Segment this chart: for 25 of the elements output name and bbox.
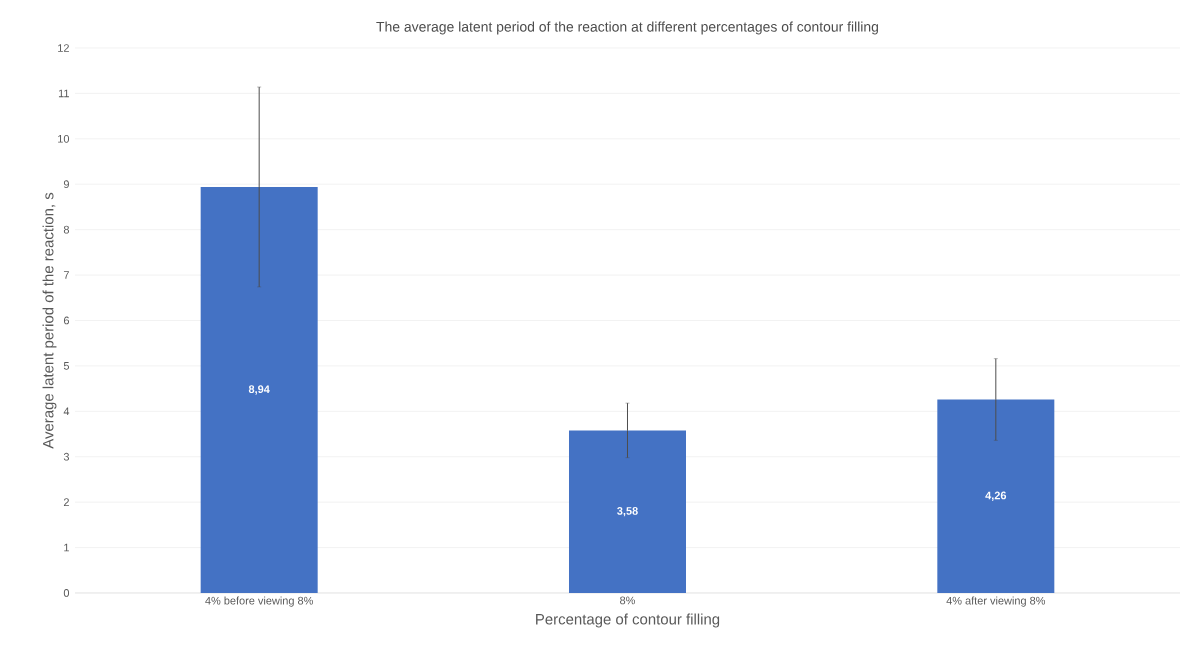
x-tick-label: 4% before viewing 8%	[205, 596, 313, 607]
chart-title: The average latent period of the reaction at different percentages of contour filling	[376, 21, 878, 35]
data-label: 8,94	[248, 385, 270, 395]
bar	[200, 186, 318, 593]
y-tick-label: 5	[63, 362, 70, 370]
bar	[569, 430, 686, 593]
y-tick-label: 8	[63, 225, 69, 234]
data-label: 3,58	[617, 507, 638, 517]
y-tick-label: 3	[63, 452, 69, 461]
y-tick-label: 1	[64, 543, 69, 552]
y-tick-label: 7	[63, 271, 69, 279]
x-axis-title: Percentage of contour filling	[536, 613, 720, 628]
y-tick-label: 0	[63, 589, 70, 597]
y-tick-label: 11	[58, 89, 69, 98]
y-tick-label: 12	[58, 44, 69, 52]
y-tick-label: 9	[63, 180, 69, 189]
y-tick-label: 4	[63, 407, 70, 416]
y-axis-title: Average latent period of the reaction, s	[42, 192, 57, 449]
y-tick-label: 6	[63, 316, 69, 325]
x-tick-label: 8%	[620, 596, 636, 605]
data-label: 4,26	[985, 491, 1007, 501]
y-tick-label: 2	[63, 498, 69, 506]
y-tick-label: 10	[58, 134, 70, 143]
x-tick-label: 4% after viewing 8%	[946, 596, 1046, 607]
bar	[937, 399, 1055, 593]
